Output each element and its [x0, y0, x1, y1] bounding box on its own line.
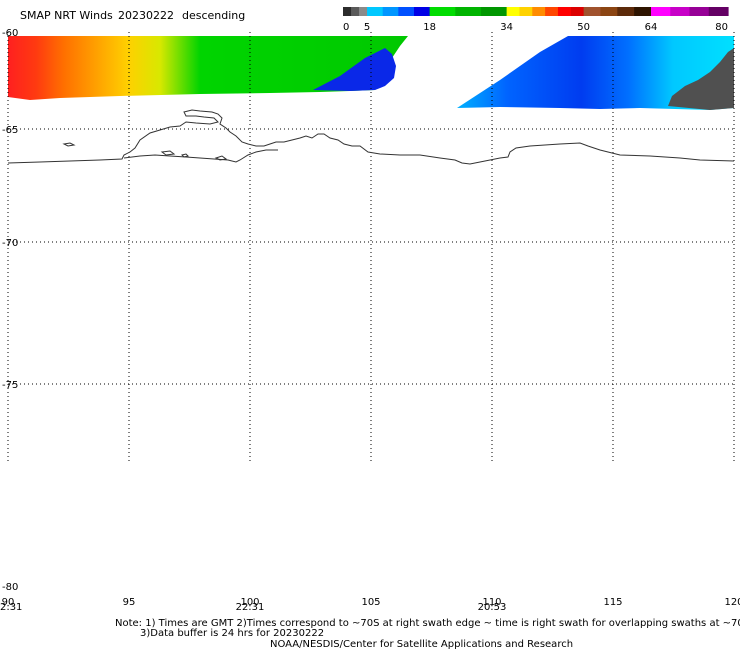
lon-label: 110	[482, 597, 501, 608]
wind-swath-west-blue-patch	[313, 48, 396, 91]
colorbar-swatch	[545, 7, 559, 16]
lat-label: -70	[2, 238, 18, 249]
colorbar-swatch	[367, 7, 384, 16]
colorbar-swatch	[634, 7, 652, 16]
colorbar-swatch	[617, 7, 635, 16]
colorbar-swatch	[689, 7, 710, 16]
colorbar-swatch	[651, 7, 671, 16]
latitude-labels: -60 -65 -70 -75 -80	[2, 28, 18, 593]
colorbar-tick-label: 80	[715, 22, 728, 33]
colorbar-tick-label: 50	[577, 22, 590, 33]
lat-lon-grid	[7, 32, 735, 464]
colorbar-swatch	[670, 7, 691, 16]
note-line-2: 3)Data buffer is 24 hrs for 20230222	[140, 628, 324, 639]
lat-label: -75	[2, 380, 18, 391]
colorbar-swatch	[359, 7, 368, 16]
colorbar-swatch	[557, 7, 572, 16]
colorbar-swatch	[429, 7, 456, 16]
colorbar-tick-labels: 0 5 18 34 50 64 80	[343, 22, 728, 33]
swath-time: 22:31	[0, 602, 22, 613]
map-title-product: SMAP NRT Winds	[20, 9, 113, 22]
colorbar-swatch	[708, 7, 729, 16]
colorbar-swatch	[480, 7, 508, 16]
colorbar-swatch	[532, 7, 546, 16]
lat-label: -80	[2, 582, 18, 593]
colorbar-swatch	[382, 7, 399, 16]
lon-label: 100	[240, 597, 259, 608]
wind-swath-west	[8, 36, 408, 100]
swath-time-labels: 22:31 22:31 20:53	[0, 602, 506, 613]
colorbar-tick-label: 64	[645, 22, 658, 33]
swath-time: 20:53	[478, 602, 507, 613]
colorbar-swatch	[351, 7, 360, 16]
colorbar-tick-label: 34	[500, 22, 513, 33]
antarctic-coastline	[7, 109, 735, 165]
lon-label: 115	[603, 597, 622, 608]
colorbar-swatch	[519, 7, 533, 16]
swath-time: 22:31	[236, 602, 265, 613]
longitude-labels: 90 95 100 105 110 115 120	[2, 597, 740, 608]
wind-speed-colorbar	[343, 7, 729, 16]
colorbar-swatch	[583, 7, 602, 16]
colorbar-swatch	[398, 7, 415, 16]
map-title-pass: descending	[182, 9, 245, 22]
lon-label: 95	[123, 597, 136, 608]
colorbar-swatch	[506, 7, 521, 16]
colorbar-tick-label: 0	[343, 22, 349, 33]
lon-label: 120	[724, 597, 740, 608]
wind-swaths	[8, 36, 734, 110]
wind-swath-east-low-wind	[668, 48, 734, 110]
lon-label: 105	[361, 597, 380, 608]
colorbar-swatch	[600, 7, 618, 16]
colorbar-tick-label: 18	[423, 22, 436, 33]
wind-swath-east	[457, 36, 734, 110]
colorbar-swatch	[413, 7, 431, 16]
note-line-1: Note: 1) Times are GMT 2)Times correspon…	[115, 618, 740, 629]
lat-label: -65	[2, 125, 18, 136]
colorbar-swatch	[455, 7, 482, 16]
colorbar-swatch	[343, 7, 352, 16]
note-line-3: NOAA/NESDIS/Center for Satellite Applica…	[270, 639, 573, 650]
lon-label: 90	[2, 597, 15, 608]
colorbar-swatch	[570, 7, 585, 16]
lat-label: -60	[2, 28, 18, 39]
map-title-date: 20230222	[118, 9, 174, 22]
colorbar-tick-label: 5	[364, 22, 370, 33]
